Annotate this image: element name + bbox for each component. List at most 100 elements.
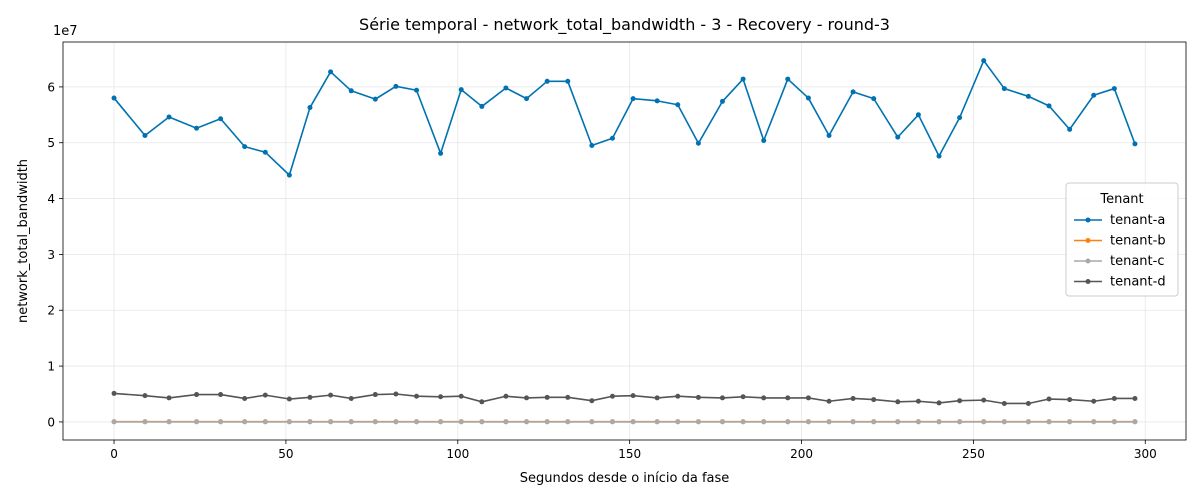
x-axis-label: Segundos desde o início da fase bbox=[520, 471, 730, 486]
data-point-tenant-a bbox=[458, 87, 464, 93]
data-point-tenant-d bbox=[936, 400, 942, 406]
data-point-tenant-c bbox=[1001, 419, 1007, 425]
data-point-tenant-d bbox=[785, 395, 791, 401]
data-point-tenant-c bbox=[1025, 419, 1031, 425]
data-point-tenant-c bbox=[111, 419, 117, 425]
data-point-tenant-c bbox=[805, 419, 811, 425]
data-point-tenant-c bbox=[871, 419, 877, 425]
data-point-tenant-a bbox=[1025, 93, 1031, 99]
data-point-tenant-d bbox=[307, 394, 313, 400]
data-point-tenant-c bbox=[286, 419, 292, 425]
data-point-tenant-a bbox=[372, 96, 378, 102]
data-point-tenant-a bbox=[654, 98, 660, 104]
data-point-tenant-d bbox=[503, 393, 509, 399]
data-point-tenant-a bbox=[1046, 103, 1052, 109]
data-point-tenant-a bbox=[194, 125, 200, 131]
data-point-tenant-c bbox=[503, 419, 509, 425]
series-layer bbox=[111, 58, 1138, 425]
data-point-tenant-d bbox=[1025, 400, 1031, 406]
data-point-tenant-d bbox=[286, 396, 292, 402]
legend: Tenant tenant-a tenant-b tenant-c tenant-d bbox=[1065, 182, 1179, 297]
data-point-tenant-c bbox=[194, 419, 200, 425]
data-point-tenant-d bbox=[957, 398, 963, 404]
data-point-tenant-a bbox=[438, 150, 444, 156]
data-point-tenant-c bbox=[981, 419, 987, 425]
data-point-tenant-d bbox=[565, 394, 571, 400]
data-point-tenant-a bbox=[915, 112, 921, 118]
data-point-tenant-c bbox=[414, 419, 420, 425]
data-point-tenant-c bbox=[565, 419, 571, 425]
data-point-tenant-d bbox=[654, 395, 660, 401]
data-point-tenant-d bbox=[675, 393, 681, 399]
data-point-tenant-c bbox=[609, 419, 615, 425]
data-point-tenant-c bbox=[1046, 419, 1052, 425]
data-point-tenant-c bbox=[675, 419, 681, 425]
data-point-tenant-c bbox=[242, 419, 248, 425]
data-point-tenant-d bbox=[895, 399, 901, 405]
data-point-tenant-a bbox=[1091, 92, 1097, 98]
data-point-tenant-d bbox=[1067, 397, 1073, 403]
data-point-tenant-a bbox=[695, 140, 701, 146]
y-tick-label: 1 bbox=[47, 360, 55, 374]
data-point-tenant-a bbox=[1067, 126, 1073, 132]
y-tick-label: 6 bbox=[47, 80, 55, 94]
data-point-tenant-a bbox=[503, 85, 509, 91]
data-point-tenant-c bbox=[142, 419, 148, 425]
data-point-tenant-d bbox=[761, 395, 767, 401]
data-point-tenant-a bbox=[805, 95, 811, 101]
data-point-tenant-c bbox=[850, 419, 856, 425]
y-tick-label: 3 bbox=[47, 248, 55, 262]
data-point-tenant-a bbox=[166, 114, 172, 120]
y-tick-label: 4 bbox=[47, 192, 55, 206]
data-point-tenant-d bbox=[166, 395, 172, 401]
legend-label: tenant-b bbox=[1110, 234, 1166, 249]
x-tick-label: 200 bbox=[790, 447, 813, 461]
data-point-tenant-d bbox=[218, 392, 224, 398]
data-point-tenant-d bbox=[242, 395, 248, 401]
axes: 0 50 100 150 200 250 300 0 1 2 3 4 5 6 bbox=[47, 80, 1156, 461]
data-point-tenant-a bbox=[609, 135, 615, 141]
grid-lines bbox=[63, 42, 1186, 440]
data-point-tenant-c bbox=[719, 419, 725, 425]
legend-swatch-marker bbox=[1085, 217, 1091, 223]
data-point-tenant-a bbox=[826, 132, 832, 138]
x-tick-label: 50 bbox=[278, 447, 293, 461]
data-point-tenant-c bbox=[1091, 419, 1097, 425]
data-point-tenant-a bbox=[414, 87, 420, 93]
data-point-tenant-a bbox=[111, 95, 117, 101]
series-tenant-a bbox=[111, 58, 1138, 178]
data-point-tenant-c bbox=[218, 419, 224, 425]
data-point-tenant-c bbox=[544, 419, 550, 425]
legend-title: Tenant bbox=[1099, 192, 1143, 207]
data-point-tenant-d bbox=[111, 390, 117, 396]
y-axis-label: network_total_bandwidth bbox=[16, 159, 31, 323]
data-point-tenant-c bbox=[458, 419, 464, 425]
data-point-tenant-d bbox=[589, 398, 595, 404]
data-point-tenant-d bbox=[194, 392, 200, 398]
data-point-tenant-d bbox=[630, 393, 636, 399]
legend-label: tenant-a bbox=[1110, 213, 1165, 228]
data-point-tenant-d bbox=[1001, 400, 1007, 406]
data-point-tenant-a bbox=[761, 137, 767, 143]
data-point-tenant-c bbox=[372, 419, 378, 425]
data-point-tenant-d bbox=[695, 394, 701, 400]
series-tenant-c bbox=[111, 419, 1138, 425]
data-point-tenant-d bbox=[458, 393, 464, 399]
data-point-tenant-d bbox=[871, 397, 877, 403]
data-point-tenant-a bbox=[565, 78, 571, 84]
data-point-tenant-a bbox=[589, 143, 595, 149]
data-point-tenant-d bbox=[1046, 396, 1052, 402]
data-point-tenant-c bbox=[262, 419, 268, 425]
data-point-tenant-d bbox=[479, 399, 485, 405]
legend-label: tenant-c bbox=[1110, 254, 1164, 269]
data-point-tenant-a bbox=[1001, 86, 1007, 92]
legend-swatch-marker bbox=[1085, 279, 1091, 284]
data-point-tenant-c bbox=[895, 419, 901, 425]
legend-box bbox=[1065, 182, 1179, 297]
data-point-tenant-c bbox=[740, 419, 746, 425]
x-tick-label: 100 bbox=[446, 447, 469, 461]
data-point-tenant-d bbox=[1111, 395, 1117, 401]
data-point-tenant-d bbox=[438, 394, 444, 400]
data-point-tenant-d bbox=[609, 393, 615, 399]
data-point-tenant-d bbox=[393, 391, 399, 397]
